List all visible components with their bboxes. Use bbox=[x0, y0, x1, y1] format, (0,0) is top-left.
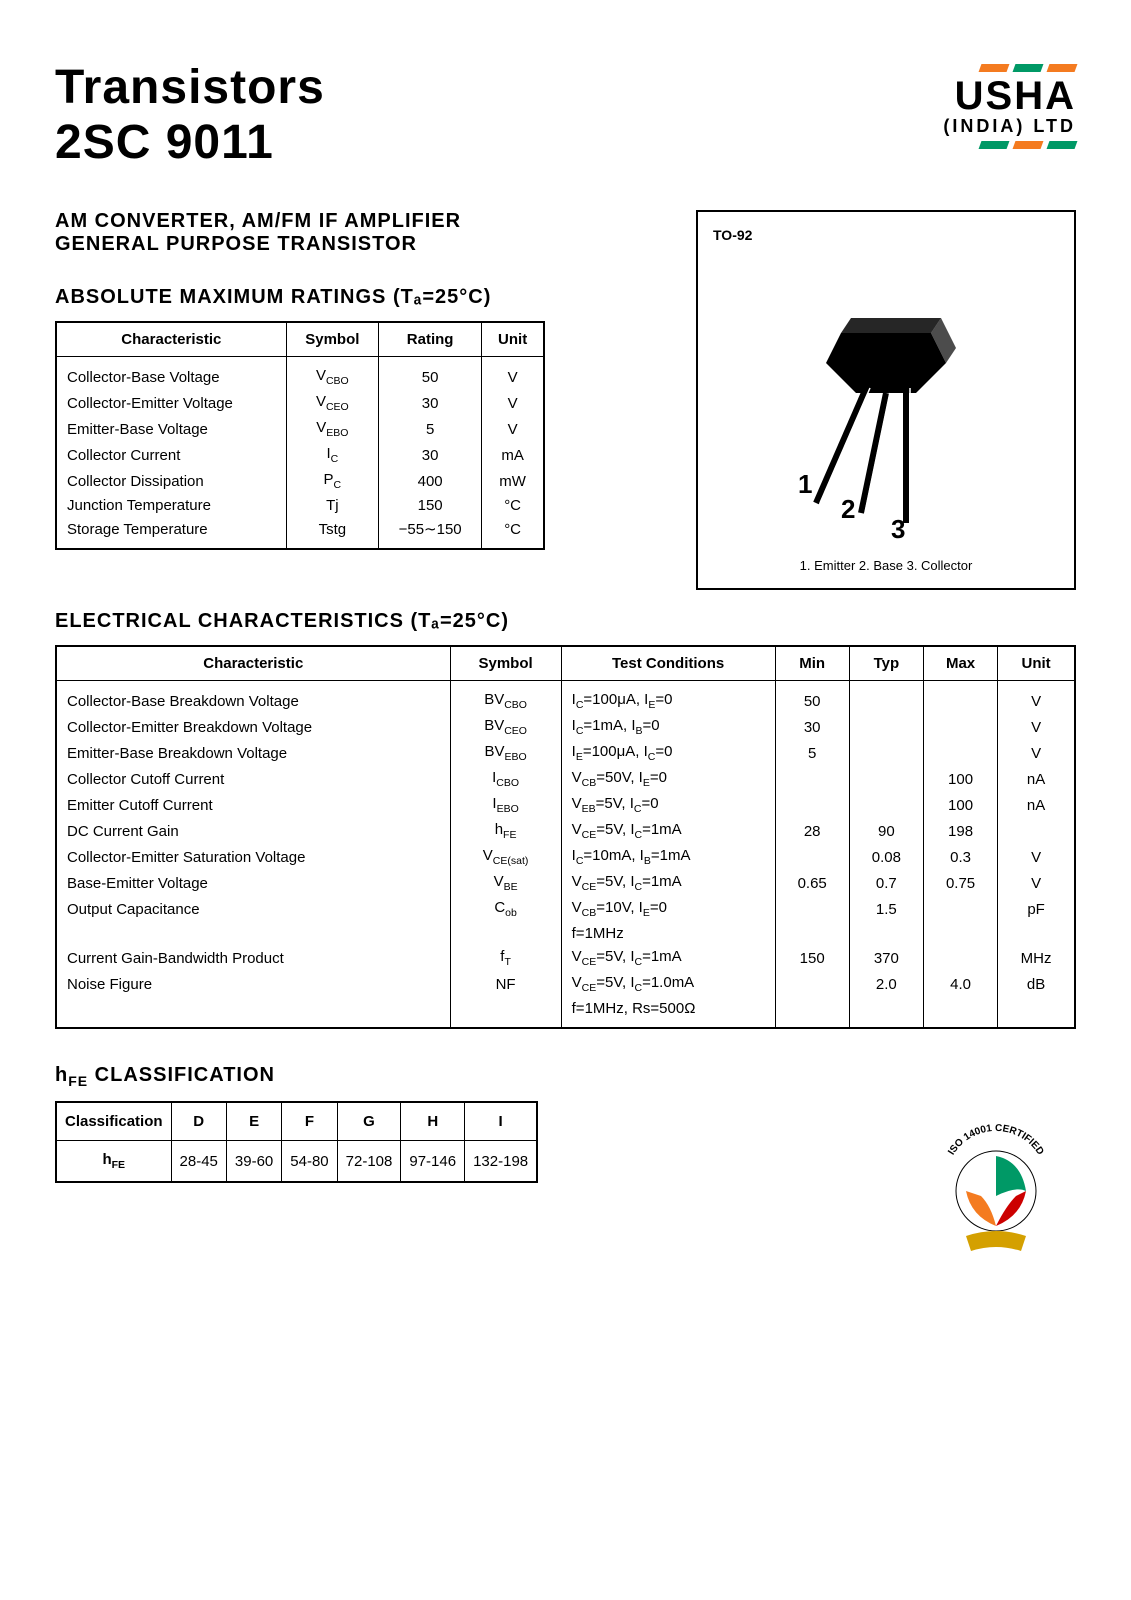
subtitle-line1: AM CONVERTER, AM/FM IF AMPLIFIER bbox=[55, 210, 461, 232]
table-cell: 132-198 bbox=[465, 1141, 538, 1183]
table-header: Min bbox=[775, 646, 849, 681]
bottom-row: ClassificationDEFGHI hFE28-4539-6054-807… bbox=[55, 1101, 1076, 1261]
table-header: Symbol bbox=[450, 646, 561, 681]
table-row: Junction TemperatureTj150°C bbox=[56, 494, 544, 517]
svg-text:ISO 14001 CERTIFIED: ISO 14001 CERTIFIED bbox=[946, 1123, 1046, 1157]
title-line2: 2SC 9011 bbox=[55, 115, 325, 170]
table-row: Collector CurrentIC30mA bbox=[56, 442, 544, 468]
table-header: G bbox=[337, 1102, 401, 1141]
table-header: Classification bbox=[56, 1102, 171, 1141]
left-column: AM CONVERTER, AM/FM IF AMPLIFIER GENERAL… bbox=[55, 210, 671, 550]
table-header: Symbol bbox=[286, 322, 378, 357]
table-row: Collector-Emitter Saturation VoltageVCE(… bbox=[56, 844, 1075, 870]
package-diagram: TO-92 1 2 3 1. Emitter 2. Base 3. Collec… bbox=[696, 210, 1076, 590]
subtitle: AM CONVERTER, AM/FM IF AMPLIFIER GENERAL… bbox=[55, 210, 671, 256]
table-cell: 39-60 bbox=[226, 1141, 281, 1183]
table-header: Max bbox=[923, 646, 997, 681]
hfe-table: ClassificationDEFGHI hFE28-4539-6054-807… bbox=[55, 1101, 538, 1183]
table-cell: 72-108 bbox=[337, 1141, 401, 1183]
table-row: Emitter-Base VoltageVEBO5V bbox=[56, 416, 544, 442]
table-row: Collector Cutoff CurrentICBOVCB=50V, IE=… bbox=[56, 766, 1075, 792]
table-row: Noise FigureNFVCE=5V, IC=1.0mA2.04.0dB bbox=[56, 971, 1075, 997]
logo-subtext: (INDIA) LTD bbox=[943, 116, 1076, 137]
table-header: Unit bbox=[482, 322, 544, 357]
package-label: TO-92 bbox=[713, 227, 1059, 243]
logo: USHA (INDIA) LTD bbox=[943, 60, 1076, 153]
table-row: Output CapacitanceCobVCB=10V, IE=01.5pF bbox=[56, 896, 1075, 922]
table-header: E bbox=[226, 1102, 281, 1141]
table-header: Typ bbox=[849, 646, 923, 681]
table-cell: 54-80 bbox=[282, 1141, 337, 1183]
pin-legend: 1. Emitter 2. Base 3. Collector bbox=[713, 558, 1059, 573]
table-header: Unit bbox=[998, 646, 1075, 681]
table-header: Characteristic bbox=[56, 322, 286, 357]
table-row: Collector DissipationPC400mW bbox=[56, 468, 544, 494]
row-label: hFE bbox=[56, 1141, 171, 1183]
table-row: Collector-Base VoltageVCBO50V bbox=[56, 357, 544, 391]
amr-table: CharacteristicSymbolRatingUnit Collector… bbox=[55, 321, 545, 550]
table-row: f=1MHz, Rs=500Ω bbox=[56, 997, 1075, 1028]
table-header: I bbox=[465, 1102, 538, 1141]
table-row: DC Current GainhFEVCE=5V, IC=1mA2890198 bbox=[56, 818, 1075, 844]
logo-flag-bottom bbox=[943, 141, 1076, 149]
hfe-heading: hFE CLASSIFICATION bbox=[55, 1064, 1076, 1089]
table-header: Rating bbox=[379, 322, 482, 357]
table-header: H bbox=[401, 1102, 465, 1141]
table-row: Collector-Emitter VoltageVCEO30V bbox=[56, 390, 544, 416]
header: Transistors 2SC 9011 USHA (INDIA) LTD bbox=[55, 60, 1076, 170]
table-row: Collector-Emitter Breakdown VoltageBVCEO… bbox=[56, 714, 1075, 740]
table-cell: 97-146 bbox=[401, 1141, 465, 1183]
pin1-label: 1 bbox=[798, 469, 812, 499]
table-row: Current Gain-Bandwidth ProductfTVCE=5V, … bbox=[56, 945, 1075, 971]
content-row: AM CONVERTER, AM/FM IF AMPLIFIER GENERAL… bbox=[55, 210, 1076, 590]
elec-table: CharacteristicSymbolTest ConditionsMinTy… bbox=[55, 645, 1076, 1029]
table-header: D bbox=[171, 1102, 226, 1141]
table-row: Storage TemperatureTstg−55∼150°C bbox=[56, 517, 544, 549]
subtitle-line2: GENERAL PURPOSE TRANSISTOR bbox=[55, 233, 417, 255]
table-row: Emitter-Base Breakdown VoltageBVEBOIE=10… bbox=[56, 740, 1075, 766]
pin3-label: 3 bbox=[891, 514, 905, 543]
table-header: F bbox=[282, 1102, 337, 1141]
table-row: Emitter Cutoff CurrentIEBOVEB=5V, IC=010… bbox=[56, 792, 1075, 818]
table-header: Characteristic bbox=[56, 646, 450, 681]
iso-badge-icon: ISO 14001 CERTIFIED bbox=[916, 1101, 1076, 1261]
table-row: Base-Emitter VoltageVBEVCE=5V, IC=1mA0.6… bbox=[56, 870, 1075, 896]
logo-flag-top bbox=[943, 64, 1076, 72]
to92-icon: 1 2 3 bbox=[736, 243, 1036, 543]
logo-text: USHA bbox=[943, 76, 1076, 116]
table-row: Collector-Base Breakdown VoltageBVCBOIC=… bbox=[56, 681, 1075, 715]
title-line1: Transistors bbox=[55, 60, 325, 115]
table-row: f=1MHz bbox=[56, 922, 1075, 945]
amr-heading: ABSOLUTE MAXIMUM RATINGS (Tₐ=25°C) bbox=[55, 286, 671, 309]
title-block: Transistors 2SC 9011 bbox=[55, 60, 325, 170]
elec-heading: ELECTRICAL CHARACTERISTICS (Tₐ=25°C) bbox=[55, 610, 1076, 633]
table-header: Test Conditions bbox=[561, 646, 775, 681]
table-cell: 28-45 bbox=[171, 1141, 226, 1183]
pin2-label: 2 bbox=[841, 494, 855, 524]
